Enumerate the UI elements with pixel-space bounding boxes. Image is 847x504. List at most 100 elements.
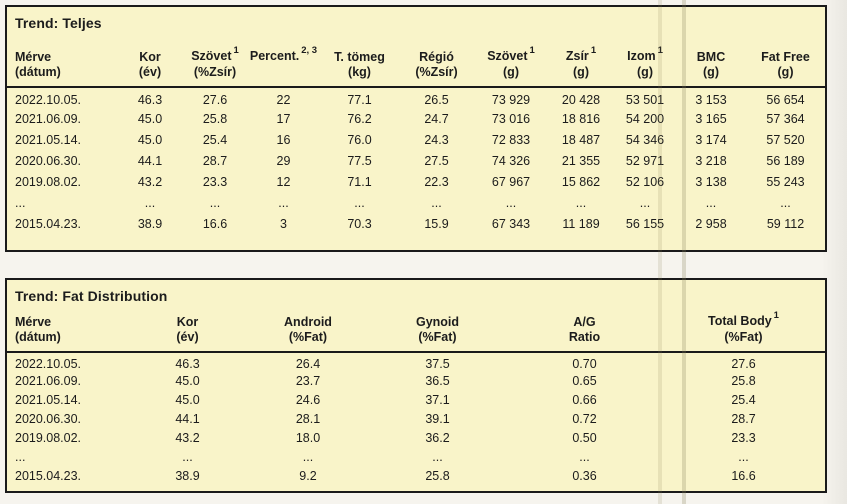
table-row: 2022.10.05. 46.3 27.6 22 77.1 26.5 73 929 20 42… — [7, 87, 825, 108]
table-cell: 0.50 — [572, 430, 597, 445]
table-cell: ... — [575, 195, 587, 210]
table-cell: 12 — [276, 174, 291, 189]
table-cell: 18.0 — [295, 430, 321, 445]
table-row: 2021.05.14. 45.0 24.6 37.1 0.66 25.4 — [7, 390, 825, 409]
table-cell: 24.7 — [424, 111, 449, 126]
table-cell: 0.70 — [572, 357, 597, 371]
table-cell: 27.6 — [731, 357, 756, 371]
table-cell: 29 — [276, 153, 291, 168]
table-cell: 20 428 — [561, 93, 601, 107]
table-cell: 46.3 — [137, 93, 163, 107]
table-cell: 3 218 — [695, 153, 727, 168]
table-row: 2015.04.23. 38.9 16.6 3 70.3 15.9 67 343 11 189… — [7, 213, 825, 234]
table-cell: 43.2 — [137, 174, 163, 189]
table-cell: 73 929 — [491, 93, 531, 107]
table-cell: 25.8 — [731, 373, 756, 388]
table-cell: 2019.08.02. — [15, 174, 82, 189]
table-cell: ... — [505, 195, 517, 210]
table-row: 2015.04.23. 38.9 9.2 25.8 0.36 16.6 — [7, 466, 825, 485]
table-cell: 45.0 — [175, 373, 200, 388]
table-body: 2022.10.05. 46.3 26.4 37.5 0.70 27.6 2021.06.0… — [7, 352, 825, 485]
table-cell: 2015.04.23. — [15, 468, 82, 483]
column-header: Kor (év) — [127, 306, 248, 353]
table-cell: 52 971 — [625, 153, 665, 168]
table-cell: 67 343 — [491, 216, 531, 231]
column-header: Szövet 1 (g) — [474, 33, 548, 88]
table-cell: 27.6 — [202, 93, 228, 107]
table-cell: 71.1 — [347, 174, 372, 189]
table-cell: 36.2 — [425, 430, 450, 445]
table-cell: 37.5 — [425, 357, 450, 371]
table-cell: 23.3 — [202, 174, 228, 189]
table-cell: ... — [278, 195, 289, 210]
column-header: Mérve (dátum) — [7, 33, 117, 88]
table-cell: 56 654 — [766, 93, 805, 107]
table-cell: 25.8 — [425, 468, 450, 483]
table-cell: 0.36 — [572, 468, 597, 483]
table-cell: 2021.05.14. — [15, 132, 82, 147]
table-cell: 43.2 — [175, 430, 200, 445]
table-cell: 22 — [276, 93, 291, 107]
trend-fat-distribution-table: Mérve (dátum) Kor (év) Android (%Fat) Gynoid (%… — [7, 306, 825, 485]
table-row: 2021.06.09. 45.0 25.8 17 76.2 24.7 73 016 18 81… — [7, 108, 825, 129]
column-header: Percent. 2, 3 — [247, 33, 320, 88]
table-cell: 21 355 — [561, 153, 601, 168]
table-row: 2021.05.14. 45.0 25.4 16 76.0 24.3 72 833 18 48… — [7, 129, 825, 150]
table-cell: 45.0 — [175, 392, 200, 407]
table-cell: ... — [639, 195, 651, 210]
table-header-row: Mérve (dátum) Kor (év) Android (%Fat) Gynoid (%… — [7, 306, 825, 353]
column-header: Android (%Fat) — [248, 306, 368, 353]
header-footnote-superscript: 1 — [529, 45, 535, 56]
table-cell: 3 138 — [695, 174, 727, 189]
table-cell: 27.5 — [424, 153, 449, 168]
table-cell: 77.1 — [347, 93, 372, 107]
table-row: ................................. — [7, 192, 825, 213]
table-cell: 11 189 — [562, 216, 600, 231]
trend-fat-distribution-panel: Trend: Fat Distribution Mérve (dátum) Kor(… — [5, 278, 827, 493]
table-cell: 56 189 — [766, 153, 805, 168]
column-header: Gynoid (%Fat) — [368, 306, 507, 353]
table-cell: 24.6 — [295, 392, 321, 407]
table-cell: 56 155 — [625, 216, 665, 231]
table-cell: 15 862 — [561, 174, 601, 189]
column-header: Zsír 1 (g) — [548, 33, 614, 88]
table-cell: 26.5 — [424, 93, 449, 107]
table-cell: 59 112 — [766, 216, 805, 231]
table-cell: 0.66 — [572, 392, 597, 407]
table-body: 2022.10.05. 46.3 27.6 22 77.1 26.5 73 929 20 42… — [7, 87, 825, 234]
table-row: 2022.10.05. 46.3 26.4 37.5 0.70 27.6 — [7, 352, 825, 371]
table-cell: 72 833 — [491, 132, 531, 147]
table-title: Trend: Fat Distribution — [15, 288, 168, 304]
table-header-row: Mérve (dátum) Kor (év) Szövet 1 (%Zsír) Percent… — [7, 33, 825, 88]
table-cell: 17 — [276, 111, 291, 126]
table-cell: 23.7 — [295, 373, 321, 388]
table-cell: ... — [780, 195, 791, 210]
table-cell: 2021.06.09. — [15, 111, 82, 126]
column-header: Izom 1 (g) — [614, 33, 676, 88]
table-cell: 0.65 — [572, 373, 597, 388]
table-row: 2019.08.02. 43.2 23.3 12 71.1 22.3 67 967 15 86… — [7, 171, 825, 192]
table-cell: 74 326 — [491, 153, 531, 168]
header-row: Mérve (dátum) Kor (év) Szövet 1 (%Zsír) Percent… — [7, 33, 825, 88]
table-cell: 16.6 — [202, 216, 228, 231]
table-cell: 16.6 — [731, 468, 756, 483]
table-cell: 2022.10.05. — [15, 357, 82, 371]
header-footnote-superscript: 2, 3 — [301, 45, 318, 56]
column-header: T. tömeg (kg) — [320, 33, 399, 88]
table-cell: 73 016 — [491, 111, 531, 126]
table-cell: 54 200 — [625, 111, 665, 126]
table-cell: 76.2 — [347, 111, 372, 126]
table-cell: 52 106 — [625, 174, 665, 189]
table-cell: 25.4 — [731, 392, 756, 407]
table-cell: 28.7 — [731, 411, 756, 426]
table-row: 2020.06.30. 44.1 28.7 29 77.5 27.5 74 326 21 35… — [7, 150, 825, 171]
table-cell: ... — [15, 449, 26, 464]
table-cell: 23.3 — [731, 430, 756, 445]
table-title: Trend: Teljes — [15, 15, 102, 31]
table-cell: ... — [431, 195, 442, 210]
table-cell: 3 153 — [695, 93, 727, 107]
table-cell: 9.2 — [299, 468, 317, 483]
table-cell: 77.5 — [347, 153, 372, 168]
table-cell: 57 520 — [766, 132, 805, 147]
